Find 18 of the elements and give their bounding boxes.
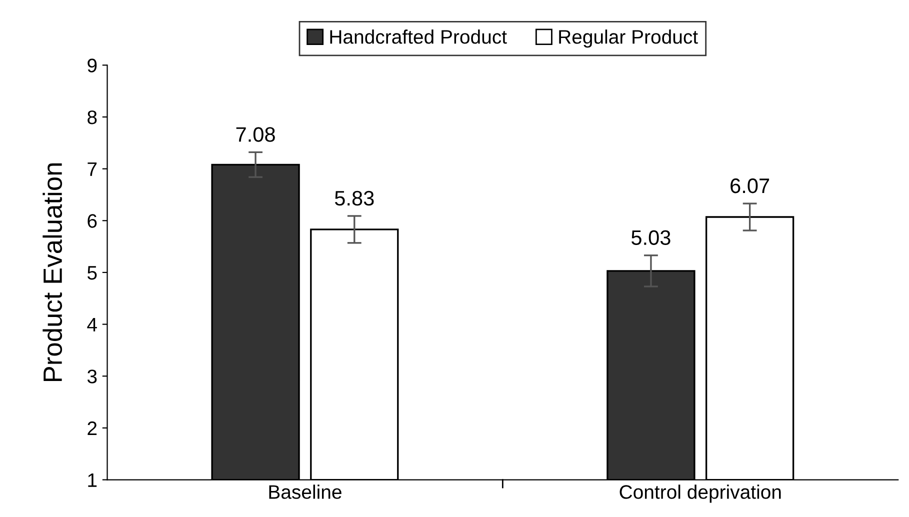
y-axis-title: Product Evaluation — [42, 163, 62, 382]
data-label: 7.08 — [236, 127, 275, 142]
data-label: 5.03 — [632, 230, 670, 246]
y-tick-label: 3 — [87, 370, 97, 384]
y-tick-label: 2 — [88, 421, 97, 435]
legend-label: Regular Product — [559, 30, 698, 48]
y-tick-label: 5 — [88, 266, 97, 280]
data-label: 6.07 — [730, 178, 770, 194]
y-tick-label: 6 — [88, 214, 97, 228]
y-tick-label: 8 — [88, 110, 97, 124]
x-tick-label: Control deprivation — [620, 484, 781, 503]
legend-label: Handcrafted Product — [330, 30, 507, 44]
y-tick-label: 1 — [88, 473, 97, 487]
y-tick-label: 9 — [88, 58, 97, 72]
data-label: 5.83 — [334, 190, 374, 206]
x-tick-label: Baseline — [269, 484, 342, 499]
y-tick-label: 4 — [87, 318, 97, 332]
y-tick-label: 7 — [88, 162, 97, 176]
